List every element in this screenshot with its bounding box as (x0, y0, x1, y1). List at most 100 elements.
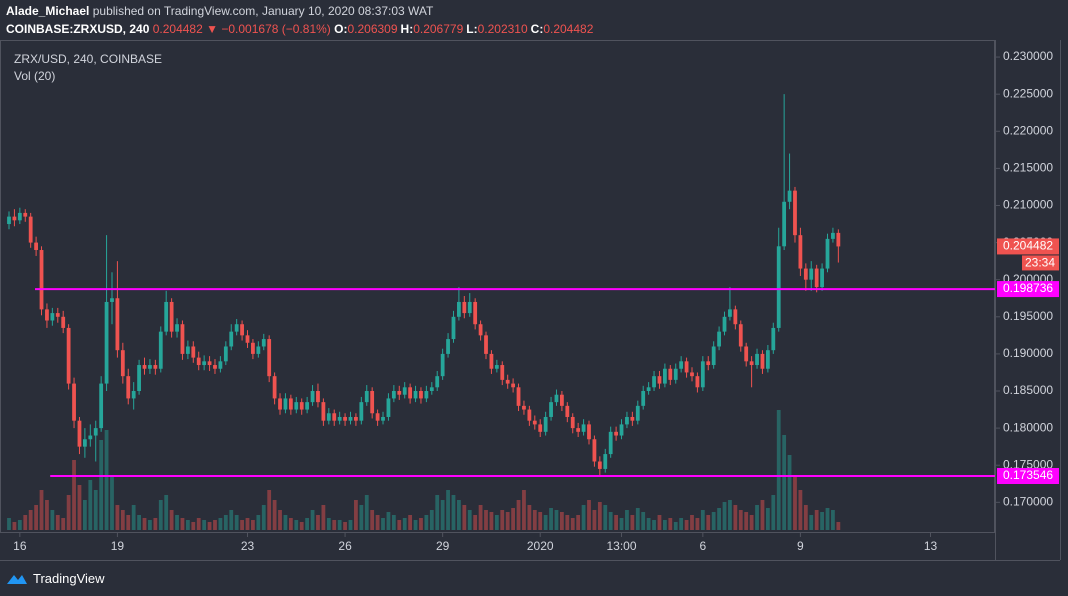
candle-body (798, 235, 803, 269)
last-price-bg (997, 238, 1059, 255)
candle-body (375, 413, 380, 421)
volume-bar (608, 512, 613, 530)
candle-body (424, 391, 429, 399)
volume-bar (814, 510, 819, 530)
volume-bar (137, 515, 141, 530)
volume-bar (348, 520, 353, 530)
volume-bar (630, 515, 635, 530)
y-tick-label: 0.230000 (1003, 49, 1053, 63)
candle-body (294, 402, 299, 410)
volume-bar (446, 490, 450, 530)
volume-bar (657, 515, 662, 530)
candle-body (326, 413, 331, 421)
candle-body (88, 435, 93, 440)
volume-bar (256, 515, 261, 530)
volume-bar (836, 522, 841, 530)
candle-body (7, 216, 11, 225)
volume-bar (635, 508, 640, 530)
candle-body (581, 424, 586, 432)
candle-body (343, 416, 347, 421)
x-tick-label: 13 (924, 539, 938, 553)
volume-bar (440, 500, 445, 530)
candle-body (446, 339, 450, 354)
candle-body (321, 402, 326, 421)
volume-bar (581, 505, 586, 530)
candle-body (668, 368, 673, 380)
volume-bar (782, 435, 787, 530)
volume-bar (587, 500, 591, 530)
volume-bar (72, 460, 76, 530)
published: published on TradingView.com, January 10… (92, 4, 434, 18)
candle-body (494, 365, 499, 369)
candle-body (115, 298, 120, 351)
volume-bar (131, 505, 136, 530)
x-tick-label: 26 (338, 539, 352, 553)
candle-body (61, 316, 66, 328)
volume-bar (218, 518, 223, 530)
y-tick-label: 0.220000 (1003, 123, 1053, 137)
volume-bar (261, 505, 266, 530)
volume-bar (798, 490, 803, 530)
volume-bar (245, 518, 250, 530)
candle-body (131, 391, 136, 399)
candle-body (72, 383, 76, 421)
candle-body (489, 353, 494, 369)
volume-bar (700, 510, 705, 530)
candle-body (511, 383, 516, 388)
candle-body (256, 346, 261, 354)
volume-bar (429, 510, 434, 530)
candle-body (158, 331, 163, 369)
candle-body (597, 461, 602, 469)
volume-bar (88, 480, 93, 530)
candle-body (137, 365, 141, 392)
candle-body (700, 361, 705, 388)
volume-bar (597, 502, 602, 530)
price-line-label: 0.173546 (1003, 468, 1053, 482)
candle-body (397, 391, 402, 395)
candle-body (99, 383, 104, 429)
candle-body (559, 394, 564, 406)
volume-bar (614, 515, 618, 530)
candle-body (386, 398, 391, 417)
volume-bar (240, 520, 244, 530)
candle-body (34, 242, 38, 251)
volume-bar (17, 520, 22, 530)
plot (7, 94, 841, 530)
volume-bar (722, 502, 727, 530)
x-tick-label: 2020 (527, 539, 554, 553)
volume-bar (733, 505, 738, 530)
volume-bar (776, 410, 781, 530)
candle-body (23, 212, 28, 217)
candle-body (690, 372, 694, 377)
volume-bar (185, 520, 190, 530)
ohlc-label: C: (530, 22, 544, 36)
candle-body (641, 391, 646, 406)
volume-bar (272, 500, 277, 530)
candle-body (45, 309, 49, 321)
candle-body (364, 391, 369, 403)
volume-bar (576, 515, 581, 530)
ohlc: O:0.206309 H:0.206779 L:0.202310 C:0.204482 (334, 22, 596, 36)
candle-body (126, 376, 131, 399)
candle-body (565, 405, 570, 417)
y-tick-label: 0.215000 (1003, 161, 1053, 175)
candle-body (635, 405, 640, 421)
volume-bar (202, 520, 207, 530)
volume-bar (316, 515, 320, 530)
candle-body (39, 250, 44, 310)
candle-body (776, 246, 781, 328)
candle-body (836, 232, 841, 247)
volume-bar (457, 500, 461, 530)
volume-bar (619, 518, 624, 530)
brand: TradingView (33, 570, 105, 586)
candle-body (771, 327, 776, 351)
x-tick-label: 6 (699, 539, 706, 553)
volume-bar (424, 515, 429, 530)
ohlc-value: 0.202310 (477, 22, 528, 36)
candle-body (55, 313, 60, 317)
candle-body (213, 365, 217, 369)
volume-bar (50, 510, 55, 530)
candle-body (500, 365, 505, 380)
volume-bar (419, 518, 423, 530)
volume-bar (728, 500, 732, 530)
